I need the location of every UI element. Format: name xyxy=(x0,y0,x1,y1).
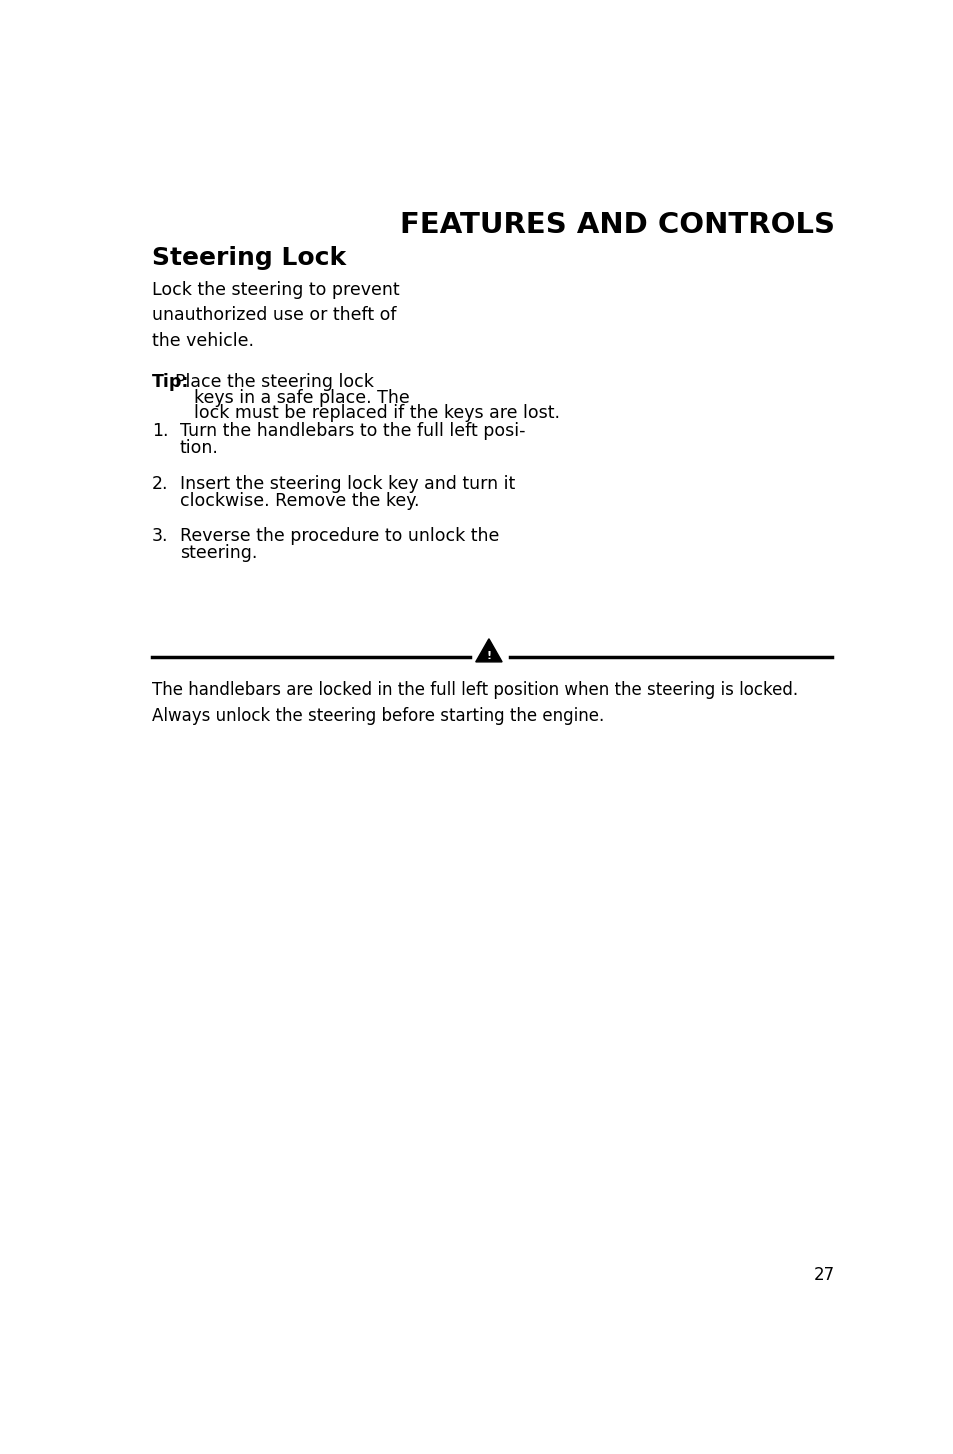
Polygon shape xyxy=(476,638,501,662)
Text: Reverse the procedure to unlock the: Reverse the procedure to unlock the xyxy=(179,528,498,545)
Text: 27: 27 xyxy=(813,1266,835,1284)
Text: Turn the handlebars to the full left posi-: Turn the handlebars to the full left pos… xyxy=(179,423,525,441)
Text: !: ! xyxy=(486,651,491,660)
Text: lock must be replaced if the keys are lost.: lock must be replaced if the keys are lo… xyxy=(194,404,559,422)
Text: 2.: 2. xyxy=(152,475,168,493)
Text: steering.: steering. xyxy=(179,544,256,563)
Text: clockwise. Remove the key.: clockwise. Remove the key. xyxy=(179,491,418,510)
Text: 1.: 1. xyxy=(152,423,168,441)
Text: The handlebars are locked in the full left position when the steering is locked.: The handlebars are locked in the full le… xyxy=(152,680,797,726)
Text: Steering Lock: Steering Lock xyxy=(152,246,346,270)
Text: 3.: 3. xyxy=(152,528,168,545)
Text: Insert the steering lock key and turn it: Insert the steering lock key and turn it xyxy=(179,475,515,493)
Text: Lock the steering to prevent
unauthorized use or theft of
the vehicle.: Lock the steering to prevent unauthorize… xyxy=(152,281,399,350)
Text: Tip:: Tip: xyxy=(152,374,189,391)
Text: keys in a safe place. The: keys in a safe place. The xyxy=(194,388,410,407)
Text: tion.: tion. xyxy=(179,439,218,458)
Text: Place the steering lock: Place the steering lock xyxy=(174,374,374,391)
Text: FEATURES AND CONTROLS: FEATURES AND CONTROLS xyxy=(400,211,835,240)
